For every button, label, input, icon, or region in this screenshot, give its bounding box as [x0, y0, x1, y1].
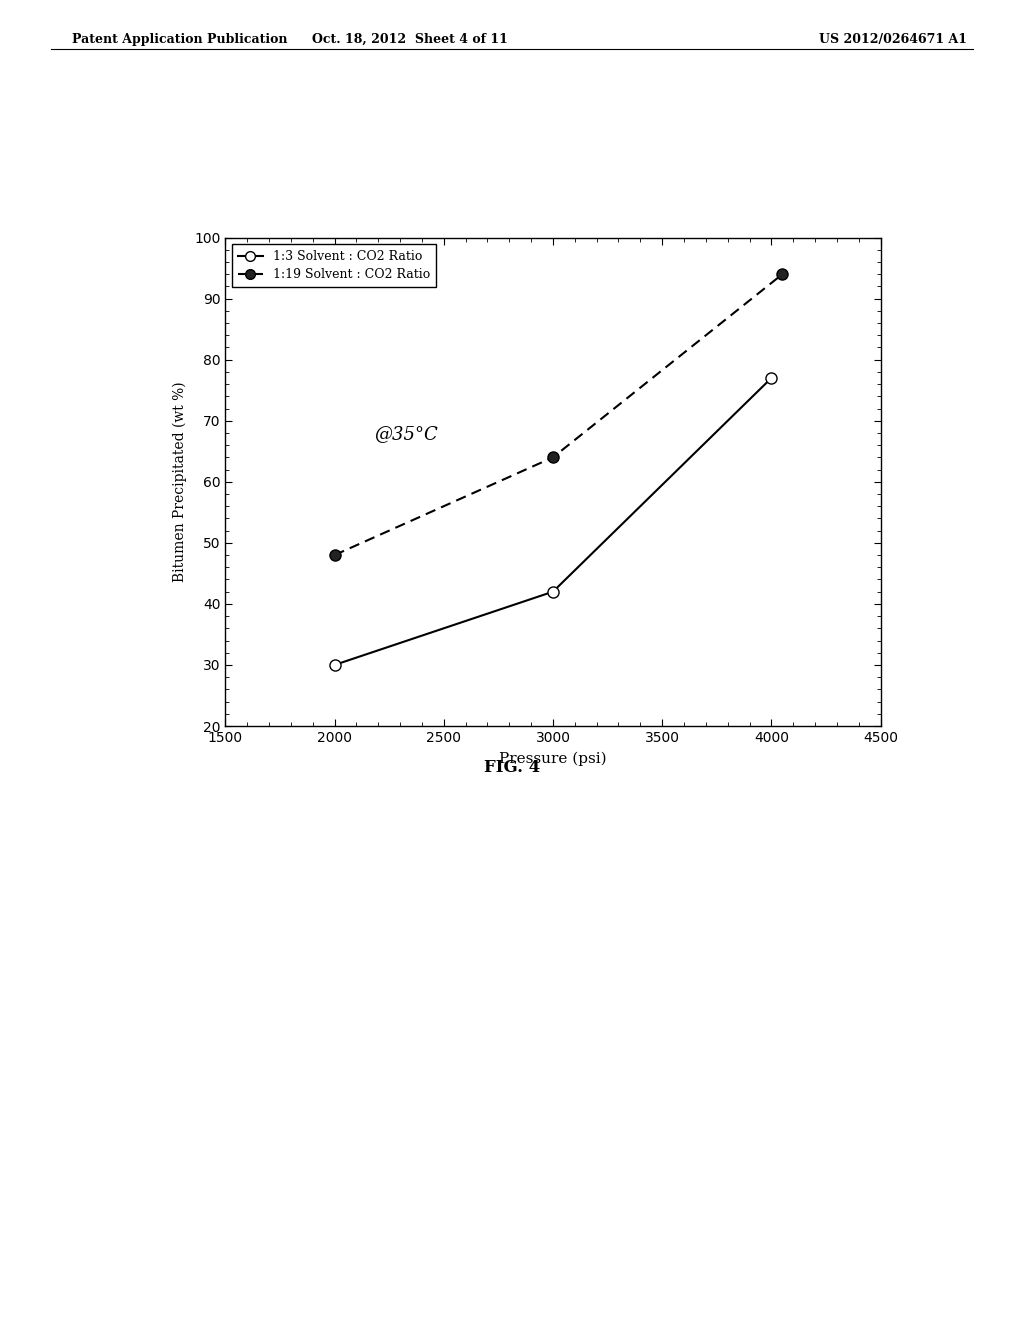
- Text: Patent Application Publication: Patent Application Publication: [72, 33, 287, 46]
- Text: Oct. 18, 2012  Sheet 4 of 11: Oct. 18, 2012 Sheet 4 of 11: [311, 33, 508, 46]
- Y-axis label: Bitumen Precipitated (wt %): Bitumen Precipitated (wt %): [173, 381, 187, 582]
- X-axis label: Pressure (psi): Pressure (psi): [499, 752, 607, 766]
- Text: FIG. 4: FIG. 4: [484, 759, 540, 776]
- Legend: 1:3 Solvent : CO2 Ratio, 1:19 Solvent : CO2 Ratio: 1:3 Solvent : CO2 Ratio, 1:19 Solvent : …: [231, 244, 436, 288]
- Text: US 2012/0264671 A1: US 2012/0264671 A1: [819, 33, 968, 46]
- Text: @35°C: @35°C: [374, 425, 437, 444]
